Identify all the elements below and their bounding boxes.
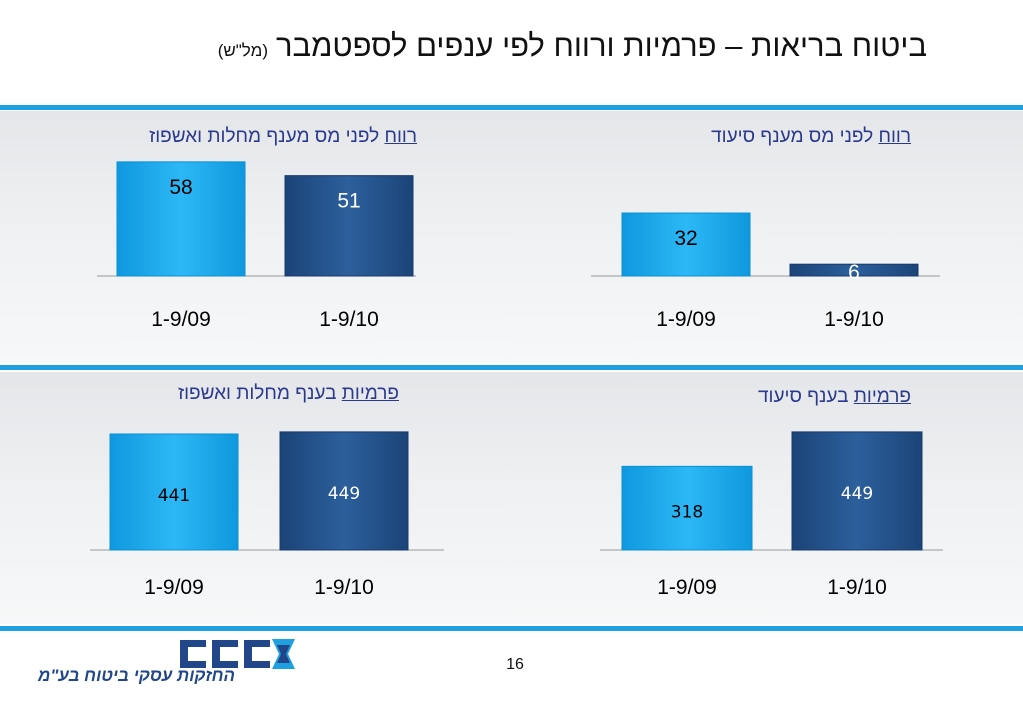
tick-label: 1-9/09 [656, 308, 716, 331]
bottom-rule [0, 626, 1023, 631]
chart-title-premiums-nursing: פרמיות בענף סיעוד [758, 386, 911, 407]
logo-subtitle: החזקות עסקי ביטוח בע"מ [38, 666, 236, 685]
bar-1-9/10 [789, 263, 919, 277]
chart-premiums-illness: 441 1-9/09 449 1-9/10 [90, 431, 444, 599]
bar-1-9/09 [109, 433, 239, 551]
page-title: ביטוח בריאות – פרמיות ורווח לפי ענפים לס… [218, 28, 927, 64]
tick-label: 1-9/10 [314, 576, 374, 599]
data-label: 58 [169, 176, 192, 199]
chart-premiums-nursing: 318 1-9/09 449 1-9/10 [600, 431, 943, 599]
logo-letter-3 [244, 640, 270, 668]
bar-1-9/09 [621, 212, 751, 277]
chart-title-profit-illness: רווח לפני מס מענף מחלות ואשפוז [149, 126, 417, 147]
chart-title-profit-nursing: רווח לפני מס מענף סיעוד [711, 126, 911, 147]
logo-letter-1 [180, 640, 206, 668]
data-label: 6 [848, 261, 860, 284]
bar-1-9/10 [279, 431, 409, 551]
middle-rule [0, 365, 1023, 370]
chart-profit-illness: 58 1-9/09 51 1-9/10 [97, 161, 416, 331]
company-logo [180, 639, 295, 669]
top-rule [0, 105, 1023, 110]
bar-1-9/10 [791, 431, 923, 551]
data-label: 51 [337, 190, 360, 213]
chart-profit-nursing: 32 1-9/09 6 1-9/10 [591, 212, 940, 331]
bar-1-9/09 [621, 465, 753, 551]
data-label: 449 [328, 484, 360, 504]
chart-title-premiums-illness: פרמיות בענף מחלות ואשפוז [177, 383, 399, 404]
page-title-unit: (מל"ש) [217, 41, 268, 60]
bar-1-9/09 [116, 161, 246, 277]
tick-label: 1-9/09 [151, 308, 211, 331]
tick-label: 1-9/10 [824, 308, 884, 331]
data-label: 449 [841, 484, 873, 504]
page-number: 16 [506, 656, 524, 673]
data-label: 318 [671, 502, 703, 522]
tick-label: 1-9/09 [657, 576, 717, 599]
data-label: 32 [674, 227, 697, 250]
tick-label: 1-9/10 [827, 576, 887, 599]
page-title-text: ביטוח בריאות – פרמיות ורווח לפי ענפים לס… [276, 28, 927, 63]
data-label: 441 [158, 486, 190, 506]
bar-1-9/10 [284, 175, 414, 277]
tick-label: 1-9/10 [319, 308, 379, 331]
tick-label: 1-9/09 [144, 576, 204, 599]
logo-letter-2 [212, 640, 238, 668]
